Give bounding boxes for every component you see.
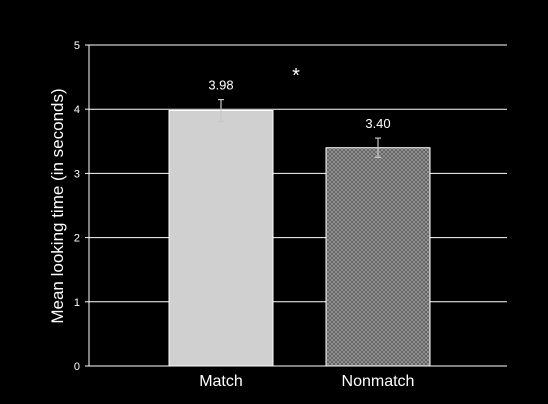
bar-nonmatch bbox=[326, 148, 430, 366]
y-tick-label: 3 bbox=[74, 168, 80, 180]
data-label-nonmatch: 3.40 bbox=[365, 116, 390, 131]
significance-marker: * bbox=[292, 65, 300, 87]
x-tick-label-match: Match bbox=[199, 373, 243, 390]
y-tick-label: 0 bbox=[74, 361, 80, 373]
y-tick-label: 2 bbox=[74, 233, 80, 245]
axes bbox=[85, 45, 507, 366]
y-tick-label: 4 bbox=[74, 104, 80, 116]
bar-match bbox=[169, 110, 273, 366]
bars bbox=[169, 100, 430, 366]
y-axis-title: Mean looking time (in seconds) bbox=[48, 88, 67, 323]
x-tick-label-nonmatch: Nonmatch bbox=[342, 373, 415, 390]
data-label-match: 3.98 bbox=[208, 78, 233, 93]
y-tick-label: 1 bbox=[74, 297, 80, 309]
y-tick-label: 5 bbox=[74, 40, 80, 52]
